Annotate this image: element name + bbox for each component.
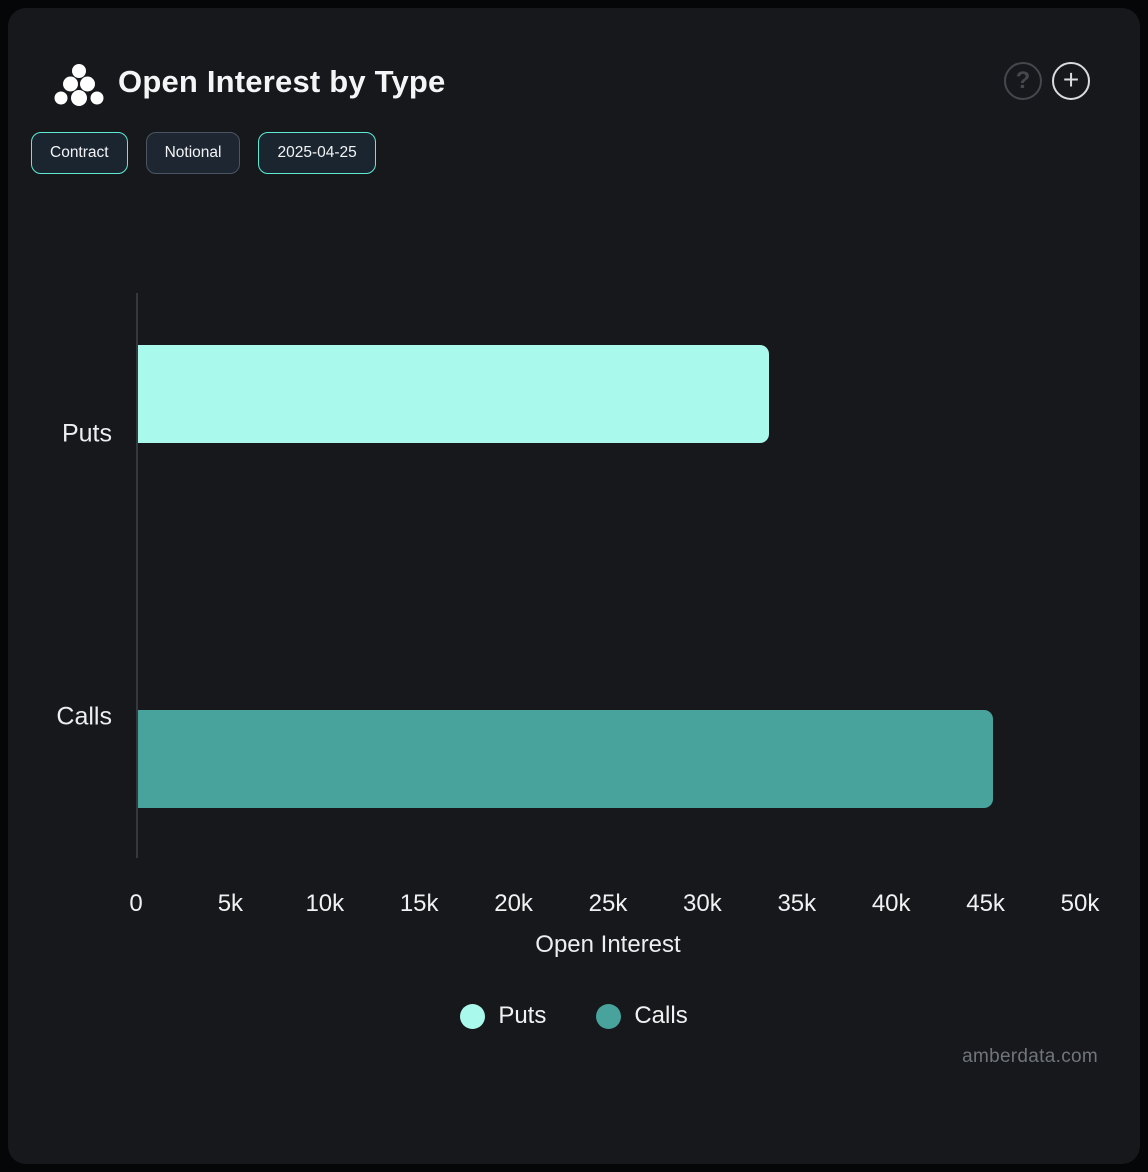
watermark: amberdata.com xyxy=(962,1046,1098,1067)
x-tick-label: 15k xyxy=(399,890,439,917)
x-axis-title: Open Interest xyxy=(535,931,681,958)
puts-swatch-icon xyxy=(460,1003,486,1029)
x-tick-label: 45k xyxy=(966,890,1005,917)
legend-item-calls[interactable]: Calls xyxy=(596,1002,688,1030)
bar-puts[interactable] xyxy=(138,345,769,443)
x-tick-label: 40k xyxy=(871,890,911,917)
legend-label: Puts xyxy=(498,1002,547,1029)
add-glyph: + xyxy=(1062,63,1080,95)
date-select-button[interactable]: 2025-04-25 xyxy=(258,132,376,174)
amberdata-logo-icon xyxy=(54,64,104,106)
x-tick-label: 20k xyxy=(494,890,533,917)
y-axis-line xyxy=(136,293,138,858)
x-tick-label: 30k xyxy=(683,890,722,917)
toolbar: Contract Notional 2025-04-25 xyxy=(31,132,376,174)
help-icon[interactable]: ? xyxy=(1004,62,1042,100)
notional-toggle-button[interactable]: Notional xyxy=(145,132,241,174)
legend-label: Calls xyxy=(634,1002,688,1029)
chart-panel xyxy=(8,8,1140,1164)
add-icon[interactable]: + xyxy=(1052,62,1090,100)
bar-calls[interactable] xyxy=(138,710,993,808)
x-tick-label: 0 xyxy=(129,890,143,917)
x-tick-label: 50k xyxy=(1060,890,1100,917)
legend-item-puts[interactable]: Puts xyxy=(460,1002,546,1030)
help-glyph: ? xyxy=(1015,67,1031,94)
calls-swatch-icon xyxy=(596,1003,622,1029)
x-tick-label: 5k xyxy=(217,890,244,917)
chart-legend: Puts Calls xyxy=(0,998,1148,1034)
y-tick-label: Calls xyxy=(56,702,112,731)
x-tick-label: 35k xyxy=(777,890,817,917)
page-title: Open Interest by Type xyxy=(118,64,446,99)
x-tick-label: 10k xyxy=(305,890,345,917)
x-tick-label: 25k xyxy=(588,890,628,917)
y-tick-label: Puts xyxy=(61,419,112,448)
contract-toggle-button[interactable]: Contract xyxy=(31,132,128,174)
